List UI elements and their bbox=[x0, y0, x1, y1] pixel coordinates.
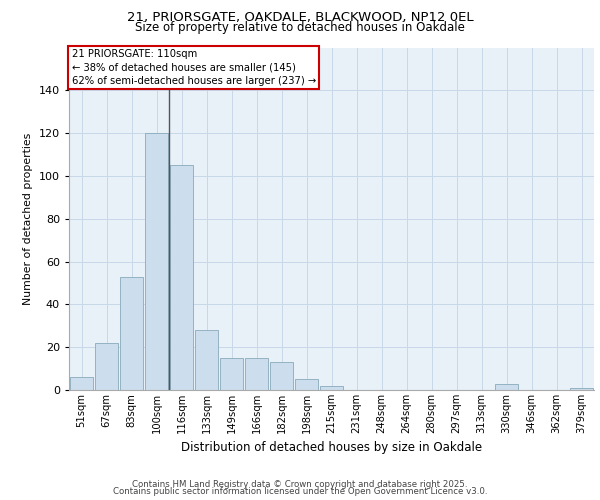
Bar bbox=[295, 380, 318, 390]
Text: Size of property relative to detached houses in Oakdale: Size of property relative to detached ho… bbox=[135, 22, 465, 35]
Bar bbox=[220, 358, 243, 390]
Bar bbox=[245, 358, 268, 390]
Bar bbox=[570, 388, 593, 390]
Bar bbox=[70, 377, 93, 390]
X-axis label: Distribution of detached houses by size in Oakdale: Distribution of detached houses by size … bbox=[181, 442, 482, 454]
Text: 21, PRIORSGATE, OAKDALE, BLACKWOOD, NP12 0EL: 21, PRIORSGATE, OAKDALE, BLACKWOOD, NP12… bbox=[127, 11, 473, 24]
Text: 21 PRIORSGATE: 110sqm
← 38% of detached houses are smaller (145)
62% of semi-det: 21 PRIORSGATE: 110sqm ← 38% of detached … bbox=[71, 49, 316, 86]
Bar bbox=[170, 165, 193, 390]
Bar bbox=[495, 384, 518, 390]
Bar bbox=[270, 362, 293, 390]
Bar bbox=[95, 343, 118, 390]
Text: Contains HM Land Registry data © Crown copyright and database right 2025.: Contains HM Land Registry data © Crown c… bbox=[132, 480, 468, 489]
Y-axis label: Number of detached properties: Number of detached properties bbox=[23, 132, 33, 305]
Text: Contains public sector information licensed under the Open Government Licence v3: Contains public sector information licen… bbox=[113, 488, 487, 496]
Bar bbox=[320, 386, 343, 390]
Bar bbox=[145, 133, 168, 390]
Bar bbox=[195, 330, 218, 390]
Bar bbox=[120, 276, 143, 390]
